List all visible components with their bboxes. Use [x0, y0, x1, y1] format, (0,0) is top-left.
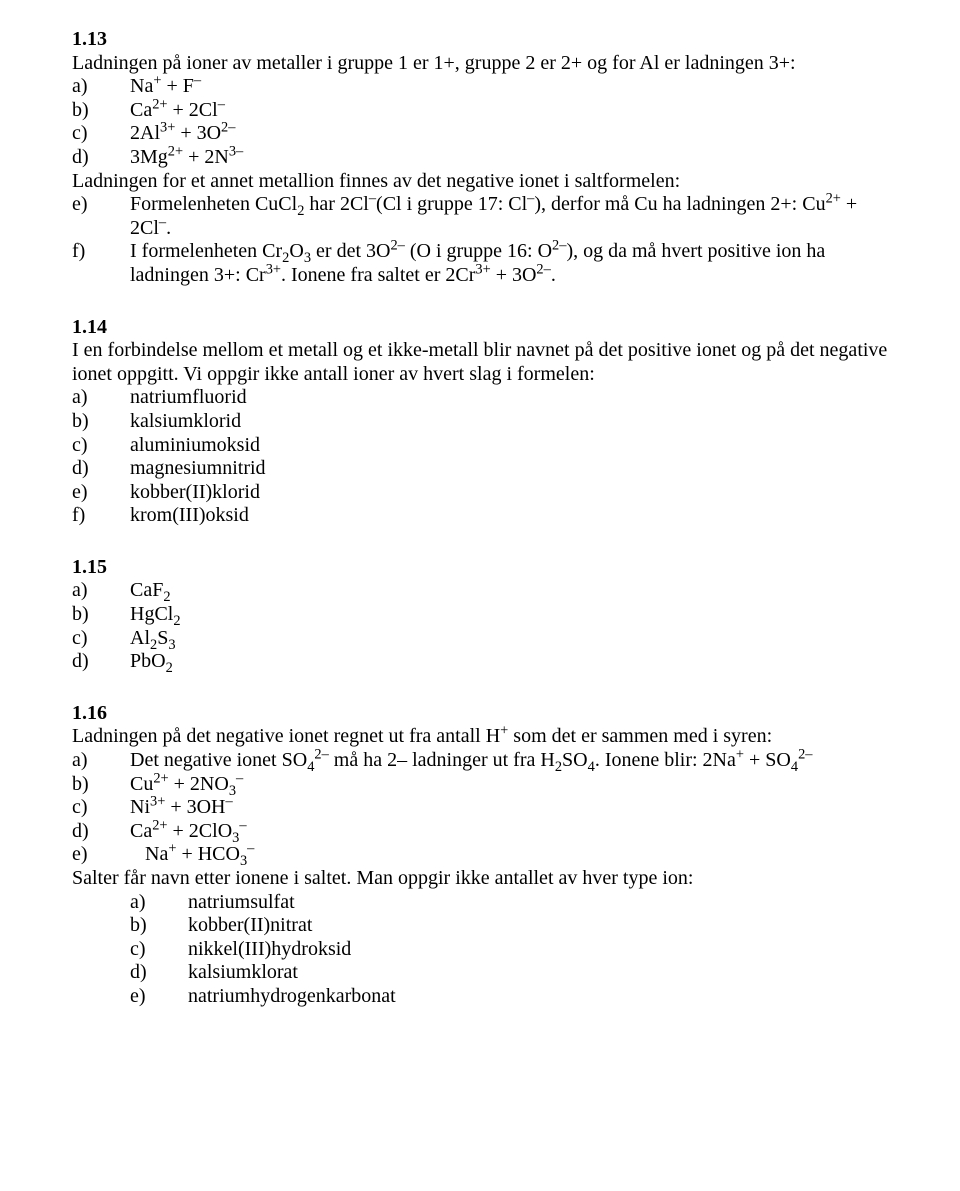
item-text: I formelenheten Cr2O3 er det 3O2– (O i g…: [130, 240, 888, 287]
s116-name-e: e) natriumhydrogenkarbonat: [72, 985, 888, 1009]
item-label: e): [72, 481, 130, 505]
item-label: a): [72, 749, 130, 773]
item-text: Ca2+ + 2Cl–: [130, 99, 888, 123]
item-text: nikkel(III)hydroksid: [188, 938, 888, 962]
s116-name-c: c) nikkel(III)hydroksid: [72, 938, 888, 962]
s116-item-d: d) Ca2+ + 2ClO3–: [72, 820, 888, 844]
item-label: d): [72, 961, 188, 985]
item-label: e): [72, 193, 130, 240]
item-label: b): [72, 773, 130, 797]
s116-item-e: e) Na+ + HCO3–: [72, 843, 888, 867]
item-label: c): [72, 434, 130, 458]
s113-item-a: a) Na+ + F–: [72, 75, 888, 99]
section-1-13-number: 1.13: [72, 28, 888, 52]
s113-item-d: d) 3Mg2+ + 2N3–: [72, 146, 888, 170]
item-label: f): [72, 240, 130, 287]
s116-item-b: b) Cu2+ + 2NO3–: [72, 773, 888, 797]
item-text: magnesiumnitrid: [130, 457, 888, 481]
item-label: f): [72, 504, 130, 528]
item-label: b): [72, 99, 130, 123]
item-text: Cu2+ + 2NO3–: [130, 773, 888, 797]
section-1-14-intro: I en forbindelse mellom et metall og et …: [72, 339, 888, 386]
item-label: e): [72, 985, 188, 1009]
item-text: PbO2: [130, 650, 888, 674]
item-text: natriumsulfat: [188, 891, 888, 915]
item-text: Ca2+ + 2ClO3–: [130, 820, 888, 844]
item-label: d): [72, 146, 130, 170]
item-label: d): [72, 650, 130, 674]
item-label: a): [72, 75, 130, 99]
item-label: d): [72, 457, 130, 481]
item-label: d): [72, 820, 130, 844]
s114-item-e: e) kobber(II)klorid: [72, 481, 888, 505]
section-1-16-intro: Ladningen på det negative ionet regnet u…: [72, 725, 888, 749]
item-label: b): [72, 603, 130, 627]
section-1-14-number: 1.14: [72, 316, 888, 340]
item-text: Formelenheten CuCl2 har 2Cl–(Cl i gruppe…: [130, 193, 888, 240]
item-label: c): [72, 938, 188, 962]
document-page: 1.13 Ladningen på ioner av metaller i gr…: [0, 0, 960, 1191]
s116-name-d: d) kalsiumklorat: [72, 961, 888, 985]
s114-item-b: b) kalsiumklorid: [72, 410, 888, 434]
s115-item-d: d) PbO2: [72, 650, 888, 674]
item-label: c): [72, 627, 130, 651]
s113-item-f: f) I formelenheten Cr2O3 er det 3O2– (O …: [72, 240, 888, 287]
item-label: c): [72, 796, 130, 820]
section-1-15-number: 1.15: [72, 556, 888, 580]
item-text: krom(III)oksid: [130, 504, 888, 528]
s113-item-b: b) Ca2+ + 2Cl–: [72, 99, 888, 123]
item-label: a): [72, 579, 130, 603]
item-text: kalsiumklorat: [188, 961, 888, 985]
s114-item-f: f) krom(III)oksid: [72, 504, 888, 528]
item-text: 3Mg2+ + 2N3–: [130, 146, 888, 170]
item-label: a): [72, 386, 130, 410]
item-text: kobber(II)klorid: [130, 481, 888, 505]
item-label: a): [72, 891, 188, 915]
s116-item-c: c) Ni3+ + 3OH–: [72, 796, 888, 820]
s116-name-a: a) natriumsulfat: [72, 891, 888, 915]
s113-item-c: c) 2Al3+ + 3O2–: [72, 122, 888, 146]
item-text: natriumhydrogenkarbonat: [188, 985, 888, 1009]
s116-name-b: b) kobber(II)nitrat: [72, 914, 888, 938]
section-1-16-mid: Salter får navn etter ionene i saltet. M…: [72, 867, 888, 891]
item-text: Na+ + HCO3–: [130, 843, 888, 867]
s115-item-c: c) Al2S3: [72, 627, 888, 651]
s114-item-d: d) magnesiumnitrid: [72, 457, 888, 481]
item-text: kalsiumklorid: [130, 410, 888, 434]
item-text: Al2S3: [130, 627, 888, 651]
item-label: b): [72, 410, 130, 434]
item-label: b): [72, 914, 188, 938]
item-text: aluminiumoksid: [130, 434, 888, 458]
s116-names-block: a) natriumsulfat b) kobber(II)nitrat c) …: [72, 891, 888, 1009]
item-text: Na+ + F–: [130, 75, 888, 99]
item-text: 2Al3+ + 3O2–: [130, 122, 888, 146]
s114-item-a: a) natriumfluorid: [72, 386, 888, 410]
item-label: e): [72, 843, 130, 867]
s115-item-a: a) CaF2: [72, 579, 888, 603]
item-text: kobber(II)nitrat: [188, 914, 888, 938]
s113-item-e: e) Formelenheten CuCl2 har 2Cl–(Cl i gru…: [72, 193, 888, 240]
section-1-13-mid: Ladningen for et annet metallion finnes …: [72, 170, 888, 194]
section-1-16-number: 1.16: [72, 702, 888, 726]
s116-item-a: a) Det negative ionet SO42– må ha 2– lad…: [72, 749, 888, 773]
s115-item-b: b) HgCl2: [72, 603, 888, 627]
item-text: natriumfluorid: [130, 386, 888, 410]
item-label: c): [72, 122, 130, 146]
s114-item-c: c) aluminiumoksid: [72, 434, 888, 458]
item-text: CaF2: [130, 579, 888, 603]
item-text: HgCl2: [130, 603, 888, 627]
item-text: Det negative ionet SO42– må ha 2– ladnin…: [130, 749, 888, 773]
